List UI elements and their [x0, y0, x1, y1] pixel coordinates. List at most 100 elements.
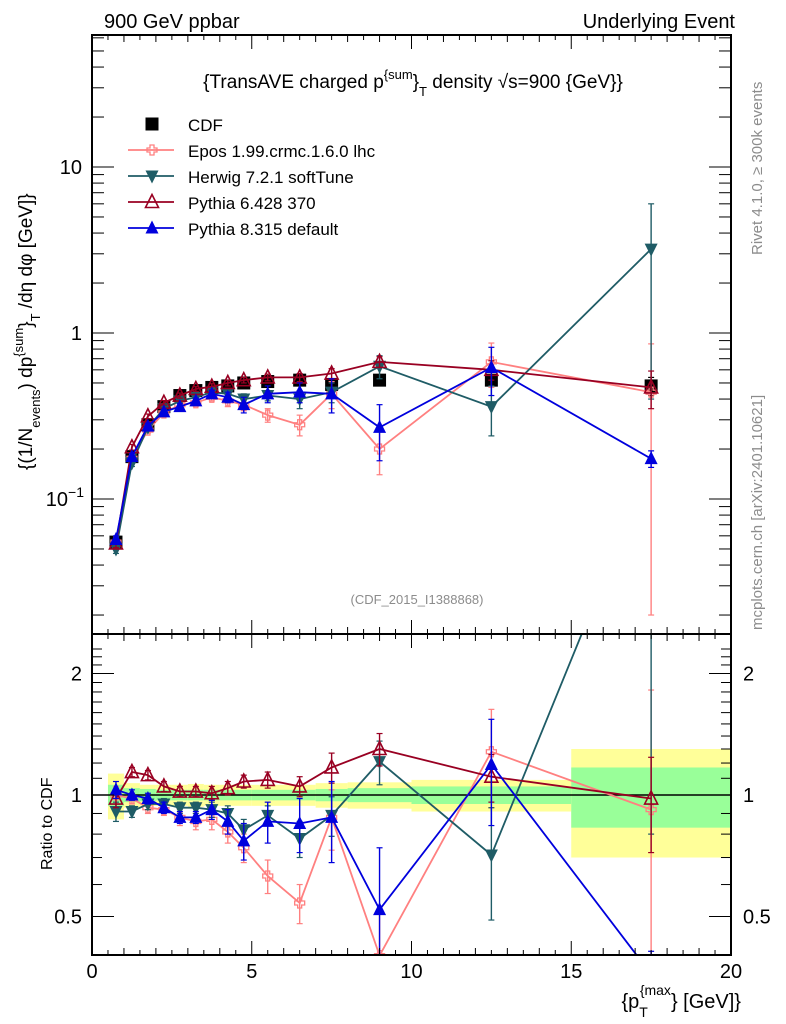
ratio-data-point	[643, 789, 659, 805]
legend-entry: Pythia 6.428 370	[128, 192, 316, 213]
ratio-data-point	[221, 813, 235, 827]
ratio-data-point	[294, 897, 306, 909]
ratio-data-point	[125, 787, 139, 801]
ratio-data-point	[189, 809, 203, 823]
ratio-data-point	[237, 833, 251, 847]
main-data-point	[643, 378, 659, 394]
ratio-data-point	[188, 782, 204, 798]
ratio-data-point	[173, 809, 187, 823]
main-y-tick-label: 10	[60, 157, 82, 179]
main-data-point	[294, 419, 306, 431]
ratio-data-point	[373, 949, 386, 955]
rivet-label: Rivet 4.1.0, ≥ 300k events	[749, 82, 766, 255]
ratio-data-point	[189, 802, 203, 816]
legend-label: CDF	[188, 116, 223, 135]
main-y-tick-label-exp: −1	[68, 484, 84, 500]
ratio-series-group	[109, 718, 658, 980]
ratio-data-point	[141, 791, 155, 805]
ratio-y-axis-label: Ratio to CDF	[39, 777, 56, 870]
ratio-data-point	[222, 826, 234, 838]
main-data-point	[237, 397, 251, 411]
ratio-data-point	[645, 803, 657, 816]
main-data-point	[109, 532, 123, 546]
main-y-tick-label-base: 10	[46, 489, 68, 511]
legend-label: Epos 1.99.crmc.1.6.0 lhc	[188, 142, 376, 161]
legend-label: Pythia 8.315 default	[188, 220, 339, 239]
x-tick-label: 15	[560, 961, 582, 983]
ratio-data-point	[645, 967, 658, 980]
main-data-point	[189, 393, 203, 407]
main-series-group	[109, 346, 658, 546]
main-data-point	[373, 373, 387, 387]
main-data-point	[262, 409, 274, 421]
main-data-point	[484, 359, 498, 373]
main-data-point	[221, 389, 235, 403]
x-axis-label: {pT{max} [GeV]}	[621, 982, 741, 1020]
legend-entry: Epos 1.99.crmc.1.6.0 lhc	[128, 142, 376, 161]
analysis-watermark: (CDF_2015_I1388868)	[351, 592, 484, 607]
main-data-point	[219, 373, 236, 390]
main-data-point	[644, 451, 658, 465]
ratio-y-tick-label-right: 1	[743, 785, 754, 807]
ratio-data-point	[109, 782, 123, 796]
ratio-data-point	[173, 802, 187, 816]
main-series-layer	[108, 203, 659, 616]
main-y-axis-label: {(1/Nevents) dp{sum}T /dη dφ [GeV]}	[11, 193, 43, 470]
main-data-point	[157, 404, 171, 418]
main-data-point	[644, 243, 658, 257]
main-y-tick-label: 10−1	[46, 484, 84, 511]
ratio-data-point	[373, 902, 387, 916]
legend-label: Pythia 6.428 370	[188, 194, 316, 213]
ratio-data-point	[140, 765, 156, 782]
ratio-data-point	[108, 789, 124, 805]
main-data-point	[235, 370, 252, 387]
legend-entry: CDF	[145, 116, 223, 135]
ratio-data-point	[484, 849, 498, 863]
legend-marker-icon	[144, 192, 160, 209]
main-data-point	[293, 384, 307, 398]
main-data-point	[259, 368, 276, 384]
main-y-tick-label: 1	[71, 323, 82, 345]
x-tick-label: 5	[246, 961, 257, 983]
ratio-data-point	[293, 815, 307, 829]
header-right-label: Underlying Event	[583, 11, 736, 33]
mcplots-label: mcplots.cern.ch [arXiv:2401.10621]	[749, 395, 766, 630]
ratio-y-tick-label-right: 0.5	[743, 907, 771, 929]
legend-marker-icon	[145, 117, 159, 131]
ratio-data-point	[323, 758, 340, 774]
plot-title: {TransAVE charged p{sum}T density √s=900…	[203, 67, 623, 99]
legend: CDF Epos 1.99.crmc.1.6.0 lhc Herwig 7.2.1 …	[128, 116, 376, 239]
ratio-data-point	[261, 813, 275, 827]
legend-marker-icon	[145, 170, 159, 184]
main-data-point	[125, 449, 139, 463]
main-data-point	[373, 443, 386, 455]
ratio-data-point	[371, 739, 388, 756]
x-tick-label: 20	[720, 961, 742, 983]
legend-marker-icon	[145, 220, 159, 234]
ratio-data-point	[485, 746, 498, 758]
main-data-point	[141, 418, 155, 432]
main-series-group	[109, 373, 658, 549]
main-data-point	[373, 419, 387, 433]
x-tick-label: 10	[400, 961, 422, 983]
ratio-data-point	[172, 782, 188, 798]
ratio-data-point	[157, 800, 171, 814]
legend-entry: Pythia 8.315 default	[128, 220, 339, 239]
legend-marker-icon	[146, 144, 158, 156]
ratio-data-point	[124, 762, 140, 779]
main-data-point	[173, 399, 187, 413]
ratio-data-point	[262, 870, 274, 882]
legend-entry: Herwig 7.2.1 softTune	[128, 168, 354, 187]
ratio-data-point	[204, 783, 220, 800]
ratio-y-tick-label-left: 0.5	[54, 907, 82, 929]
ratio-data-point	[235, 772, 252, 788]
main-data-point	[109, 543, 123, 557]
main-data-point	[371, 352, 388, 369]
ratio-data-point	[125, 806, 139, 820]
header-left-label: 900 GeV ppbar	[104, 11, 240, 33]
ratio-series-layer	[108, 634, 659, 980]
ratio-data-point	[325, 809, 339, 823]
ratio-y-tick-label-left: 1	[71, 785, 82, 807]
ratio-axes: 0.5 0.51 12 20 5 10 15 20	[54, 633, 771, 983]
